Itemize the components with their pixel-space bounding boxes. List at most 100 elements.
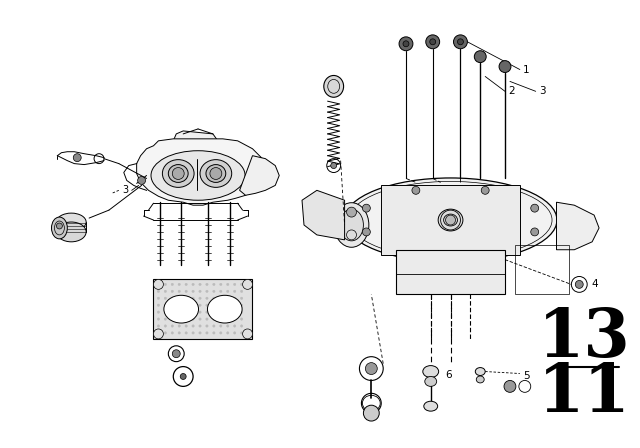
Circle shape — [171, 297, 173, 299]
Circle shape — [227, 290, 229, 293]
Circle shape — [234, 332, 236, 334]
Circle shape — [199, 332, 201, 334]
Circle shape — [220, 304, 222, 306]
Circle shape — [192, 311, 195, 313]
Circle shape — [227, 297, 229, 299]
Circle shape — [157, 318, 159, 320]
Circle shape — [171, 311, 173, 313]
Circle shape — [192, 332, 195, 334]
Circle shape — [192, 290, 195, 293]
Ellipse shape — [51, 217, 67, 239]
Circle shape — [206, 283, 208, 285]
Circle shape — [178, 290, 180, 293]
Circle shape — [164, 304, 166, 306]
Circle shape — [164, 283, 166, 285]
Polygon shape — [173, 131, 218, 149]
Circle shape — [234, 297, 236, 299]
Text: 6: 6 — [445, 370, 452, 380]
Circle shape — [199, 290, 201, 293]
Circle shape — [474, 51, 486, 63]
Circle shape — [220, 332, 222, 334]
Circle shape — [164, 311, 166, 313]
Circle shape — [227, 325, 229, 327]
Ellipse shape — [344, 178, 557, 262]
Circle shape — [234, 325, 236, 327]
Circle shape — [171, 283, 173, 285]
Circle shape — [365, 362, 377, 375]
Text: 3: 3 — [539, 86, 545, 96]
Circle shape — [192, 304, 195, 306]
Circle shape — [157, 283, 159, 285]
Circle shape — [362, 204, 371, 212]
Bar — [515, 245, 570, 294]
Circle shape — [212, 332, 215, 334]
Circle shape — [185, 311, 188, 313]
Circle shape — [227, 311, 229, 313]
Circle shape — [199, 304, 201, 306]
Circle shape — [199, 297, 201, 299]
Text: 13: 13 — [538, 306, 630, 371]
Circle shape — [241, 325, 243, 327]
Circle shape — [164, 318, 166, 320]
Ellipse shape — [164, 295, 198, 323]
Circle shape — [178, 325, 180, 327]
Circle shape — [241, 297, 243, 299]
Circle shape — [241, 311, 243, 313]
Circle shape — [178, 283, 180, 285]
Text: 2: 2 — [508, 86, 515, 96]
Circle shape — [227, 318, 229, 320]
Circle shape — [234, 311, 236, 313]
Circle shape — [185, 332, 188, 334]
Circle shape — [206, 332, 208, 334]
Circle shape — [199, 325, 201, 327]
Circle shape — [399, 37, 413, 51]
Circle shape — [210, 168, 222, 180]
Polygon shape — [302, 190, 344, 240]
Circle shape — [212, 325, 215, 327]
Circle shape — [212, 311, 215, 313]
Circle shape — [178, 297, 180, 299]
Ellipse shape — [207, 295, 242, 323]
Circle shape — [220, 297, 222, 299]
Circle shape — [227, 332, 229, 334]
Circle shape — [192, 297, 195, 299]
Circle shape — [347, 207, 356, 217]
Text: 11: 11 — [538, 361, 630, 426]
Circle shape — [185, 304, 188, 306]
Circle shape — [206, 297, 208, 299]
Circle shape — [192, 318, 195, 320]
Ellipse shape — [200, 159, 232, 187]
Circle shape — [206, 318, 208, 320]
Circle shape — [178, 318, 180, 320]
Ellipse shape — [340, 209, 364, 241]
Circle shape — [172, 350, 180, 358]
Circle shape — [73, 154, 81, 162]
Ellipse shape — [423, 366, 438, 378]
Circle shape — [212, 318, 215, 320]
Circle shape — [138, 177, 145, 185]
Circle shape — [212, 283, 215, 285]
Circle shape — [220, 290, 222, 293]
Circle shape — [164, 325, 166, 327]
Circle shape — [504, 380, 516, 392]
Ellipse shape — [168, 164, 188, 182]
Circle shape — [531, 228, 539, 236]
Circle shape — [220, 318, 222, 320]
Circle shape — [171, 325, 173, 327]
Circle shape — [241, 290, 243, 293]
Bar — [154, 280, 253, 339]
Circle shape — [157, 332, 159, 334]
Circle shape — [185, 318, 188, 320]
Text: 1: 1 — [523, 65, 529, 74]
Circle shape — [206, 304, 208, 306]
Ellipse shape — [334, 202, 369, 247]
Ellipse shape — [324, 75, 344, 97]
Text: 4: 4 — [591, 280, 598, 289]
Circle shape — [171, 332, 173, 334]
Bar — [381, 185, 520, 255]
Circle shape — [531, 204, 539, 212]
Circle shape — [178, 311, 180, 313]
Circle shape — [206, 311, 208, 313]
Circle shape — [403, 41, 409, 47]
Circle shape — [454, 35, 467, 49]
